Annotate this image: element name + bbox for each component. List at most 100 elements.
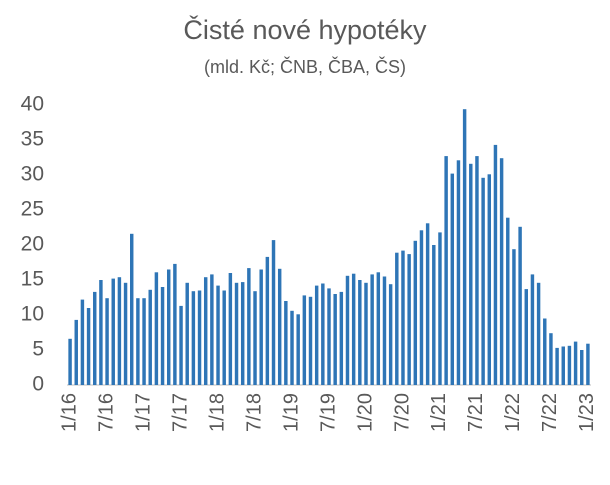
bar [130,233,134,385]
y-tick-label: 20 [21,233,44,256]
bar [401,250,405,385]
bar [74,319,78,385]
bar [462,109,467,385]
bar [543,318,547,385]
bar [512,249,516,385]
bar [388,284,393,385]
bar [210,274,214,385]
bar [68,338,72,385]
bar [573,341,578,385]
bar [179,305,183,385]
bar [185,282,189,385]
bar [493,144,498,385]
bar [339,291,344,385]
bar [234,282,239,385]
x-tick-label: 1/18 [206,393,228,432]
bar [197,290,202,385]
y-tick-label: 10 [21,303,44,326]
bar [86,308,91,385]
y-tick-label: 30 [21,163,44,186]
chart-title: Čisté nové hypotéky [183,14,427,45]
bar [561,346,565,385]
bar [364,282,368,385]
bar [524,289,528,385]
bar [290,310,294,385]
bar [506,217,510,385]
bar [302,295,307,385]
bar [142,298,146,385]
bar [173,263,177,385]
x-tick-label: 1/21 [428,393,450,432]
x-tick-label: 1/19 [280,393,302,432]
bar [419,230,424,385]
bar [314,285,319,385]
x-tick-label: 7/19 [317,393,339,432]
bar [296,314,300,385]
bar [265,256,270,385]
bar [536,282,541,385]
bar [327,288,331,385]
bar [284,301,288,385]
bar [413,240,418,385]
bar [308,296,313,385]
bar [345,275,350,385]
bar [450,173,455,385]
bar [123,282,128,385]
y-tick-label: 0 [32,373,44,396]
x-tick-label: 1/23 [576,393,598,432]
bar [444,156,448,385]
x-tick-label: 7/17 [169,393,191,432]
bar [117,277,122,385]
bar [191,291,196,385]
bar [376,272,381,385]
bar [166,269,171,385]
bar [530,274,535,385]
bar [407,254,411,385]
bar [351,273,356,385]
bar [240,282,245,385]
bar [370,274,374,385]
bar [432,245,436,385]
bar [358,280,362,385]
bar [105,298,109,385]
bar [456,160,461,385]
x-tick-label: 1/20 [354,393,376,432]
y-tick-label: 25 [21,198,44,221]
x-tick-label: 1/16 [58,393,80,432]
y-tick-label: 40 [21,93,44,116]
bar [136,298,140,385]
bar [154,272,159,385]
bar [148,289,152,385]
bar [271,240,276,385]
y-tick-label: 35 [21,128,44,151]
y-tick-label: 5 [32,338,44,361]
x-tick-label: 7/18 [243,393,265,432]
bar [222,290,226,385]
bar [481,177,485,385]
bar [203,277,208,385]
x-tick-label: 1/22 [502,393,524,432]
x-tick-label: 7/20 [391,393,413,432]
bar [321,283,325,385]
bar [549,333,553,385]
x-tick-label: 1/17 [132,393,154,432]
chart-subtitle: (mld. Kč; ČNB, ČBA, ČS) [204,56,406,77]
bar [586,343,590,385]
bar [228,273,233,385]
bar [111,278,115,385]
y-tick-label: 15 [21,268,44,291]
bar [247,268,251,385]
bar [555,347,559,385]
bar [277,268,282,385]
bar [518,226,522,385]
x-tick-label: 7/22 [539,393,561,432]
bar [160,287,165,385]
x-tick-label: 7/16 [95,393,117,432]
bar [93,291,97,385]
bar [499,158,504,385]
bar [487,174,492,385]
bar [475,156,479,385]
bar [333,294,337,385]
bar [580,350,584,385]
bar [469,163,473,385]
